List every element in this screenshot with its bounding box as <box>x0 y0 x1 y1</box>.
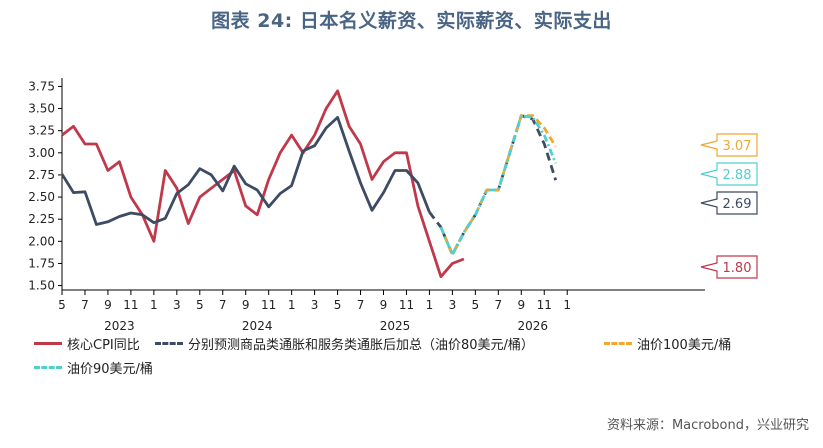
chart-title: 图表 24: 日本名义薪资、实际薪资、实际支出 <box>211 10 612 32</box>
x-tick-label: 7 <box>357 298 365 312</box>
series-line-core-cpi <box>61 89 465 279</box>
x-tick-label: 1 <box>288 298 296 312</box>
x-tick-label: 7 <box>219 298 227 312</box>
x-tick-label: 7 <box>495 298 503 312</box>
y-tick-label: 3.75 <box>28 79 55 93</box>
x-tick-label: 11 <box>399 298 414 312</box>
x-year-label: 2023 <box>104 319 135 333</box>
series-line-forecast-80-actual <box>60 116 431 226</box>
callout-core-cpi-box <box>700 255 758 279</box>
x-tick-label: 3 <box>449 298 457 312</box>
callout-oil-100-label: 3.07 <box>723 139 752 154</box>
x-tick-label: 5 <box>472 298 480 312</box>
x-tick-label: 11 <box>537 298 552 312</box>
x-tick-label: 9 <box>104 298 112 312</box>
x-tick-label: 7 <box>81 298 89 312</box>
legend-label-oil-100: 油价100美元/桶 <box>637 338 732 353</box>
legend-item-oil-100: 油价100美元/桶 <box>604 334 731 353</box>
callout-core-cpi: 1.80 <box>700 255 758 279</box>
x-tick-label: 1 <box>426 298 434 312</box>
axes: 1.50 1.75 2.00 2.25 2.50 2.75 3.00 3.25 3.50 3.75… <box>28 78 705 333</box>
legend-item-forecast-80: 分别预测商品类通胀和服务类通胀后加总（油价80美元/桶） <box>155 334 534 353</box>
x-tick-label: 11 <box>261 298 276 312</box>
callout-forecast-80-label: 2.69 <box>723 197 752 212</box>
y-tick-label: 1.50 <box>28 279 55 293</box>
x-year-label: 2025 <box>380 319 411 333</box>
legend-item-core-cpi: 核心CPI同比 <box>34 334 140 353</box>
source-note: 资料来源：Macrobond，兴业研究 <box>606 418 809 433</box>
x-tick-label: 9 <box>517 298 525 312</box>
y-tick-label: 1.75 <box>28 256 55 270</box>
callout-oil-100-box <box>700 133 758 157</box>
legend-item-oil-90: 油价90美元/桶 <box>34 358 153 377</box>
callout-oil-90-label: 2.88 <box>723 168 752 183</box>
y-tick-label: 3.25 <box>28 124 55 138</box>
x-tick-label: 1 <box>563 298 571 312</box>
legend-label-oil-90: 油价90美元/桶 <box>67 362 153 377</box>
callout-forecast-80-box <box>700 191 758 215</box>
series-line-oil-90 <box>439 114 557 257</box>
callout-oil-90-box <box>700 162 758 186</box>
x-year-label: 2024 <box>242 319 273 333</box>
x-tick-label: 5 <box>196 298 204 312</box>
callout-oil-90: 2.88 <box>700 162 758 186</box>
legend-swatch-oil-100 <box>604 342 632 345</box>
y-tick-label: 2.25 <box>28 212 55 226</box>
y-tick-label: 2.75 <box>28 168 55 182</box>
legend-swatch-oil-90 <box>34 366 62 369</box>
x-tick-label: 1 <box>150 298 158 312</box>
x-tick-label: 3 <box>311 298 319 312</box>
legend-swatch-forecast-80 <box>155 342 183 345</box>
legend-label-forecast-80: 分别预测商品类通胀和服务类通胀后加总（油价80美元/桶） <box>188 338 534 353</box>
x-tick-label: 3 <box>173 298 181 312</box>
callout-layer: 3.07 2.88 2.69 1.80 <box>700 133 758 279</box>
x-year-label: 2026 <box>517 319 548 333</box>
callout-forecast-80: 2.69 <box>700 191 758 215</box>
x-tick-label: 11 <box>123 298 138 312</box>
callout-oil-100: 3.07 <box>700 133 758 157</box>
y-tick-label: 3.50 <box>28 102 55 116</box>
series-layer <box>60 89 558 279</box>
series-line-forecast-80-forecast <box>428 114 558 257</box>
y-tick-label: 2.00 <box>28 234 55 248</box>
series-line-oil-100 <box>439 114 557 257</box>
legend-swatch-core-cpi <box>34 342 62 345</box>
x-tick-label: 5 <box>334 298 342 312</box>
callout-core-cpi-label: 1.80 <box>723 261 752 276</box>
x-tick-label: 9 <box>242 298 250 312</box>
y-tick-label: 3.00 <box>28 146 55 160</box>
y-tick-label: 2.50 <box>28 190 55 204</box>
legend-label-core-cpi: 核心CPI同比 <box>67 338 140 353</box>
x-tick-label: 5 <box>58 298 66 312</box>
x-tick-label: 9 <box>380 298 388 312</box>
